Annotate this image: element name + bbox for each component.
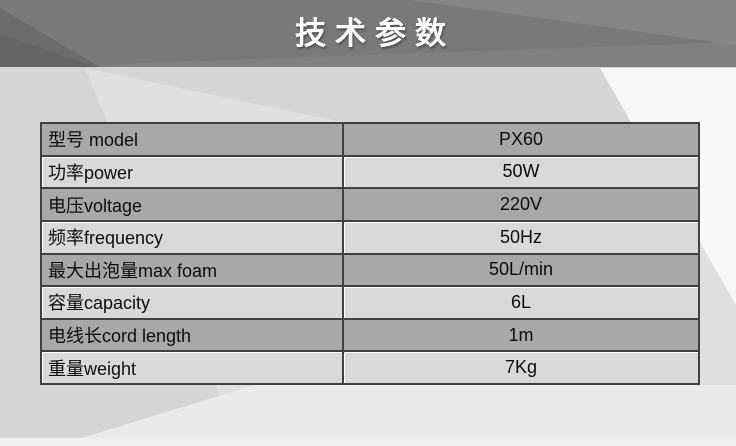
table-row: 频率frequency 50Hz: [40, 219, 700, 255]
table-row: 容量capacity 6L: [40, 285, 700, 320]
spec-table-body: 型号 model PX60 功率power 50W 电压voltage 220V 频率fre…: [40, 122, 700, 385]
param-value-cell: 6L: [342, 285, 700, 320]
param-value-cell: 50W: [342, 154, 700, 190]
param-value-cell: 50Hz: [342, 219, 700, 255]
param-label-cell: 电压voltage: [40, 187, 344, 222]
table-row: 功率power 50W: [40, 154, 700, 190]
table-row: 电压voltage 220V: [40, 187, 700, 222]
param-value-cell: PX60: [342, 122, 700, 157]
table-row: 型号 model PX60: [40, 122, 700, 157]
param-label-cell: 型号 model: [40, 122, 344, 157]
param-label-cell: 频率frequency: [40, 219, 344, 255]
param-value-cell: 50L/min: [342, 252, 700, 288]
title-banner: 技术参数: [0, 0, 736, 67]
param-label-cell: 功率power: [40, 154, 344, 190]
param-label-cell: 重量weight: [40, 350, 344, 385]
spec-table: 型号 model PX60 功率power 50W 电压voltage 220V 频率fre…: [40, 122, 700, 385]
param-label-cell: 电线长cord length: [40, 317, 344, 353]
table-row: 电线长cord length 1m: [40, 317, 700, 353]
param-value-cell: 1m: [342, 317, 700, 353]
param-value-cell: 220V: [342, 187, 700, 222]
page-title: 技术参数: [295, 16, 455, 51]
param-label-cell: 最大出泡量max foam: [40, 252, 344, 288]
param-label-cell: 容量capacity: [40, 285, 344, 320]
param-value-cell: 7Kg: [342, 350, 700, 385]
table-row: 重量weight 7Kg: [40, 350, 700, 385]
table-row: 最大出泡量max foam 50L/min: [40, 252, 700, 288]
bg-bottom-strip: [0, 438, 736, 446]
